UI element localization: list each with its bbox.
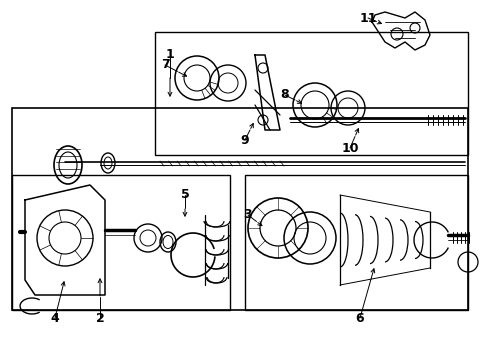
Text: 8: 8 <box>280 89 289 102</box>
Text: 6: 6 <box>355 311 364 324</box>
Text: 5: 5 <box>180 189 189 202</box>
Text: 10: 10 <box>341 141 358 154</box>
Text: 7: 7 <box>160 58 169 72</box>
Text: 9: 9 <box>240 134 249 147</box>
Text: 1: 1 <box>165 49 174 62</box>
Text: 11: 11 <box>359 12 376 24</box>
Text: 4: 4 <box>51 311 59 324</box>
Text: 3: 3 <box>243 208 252 221</box>
Text: 2: 2 <box>96 311 104 324</box>
